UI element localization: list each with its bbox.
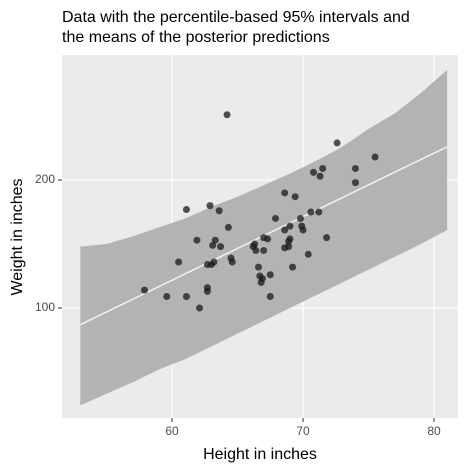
data-point — [258, 275, 266, 283]
data-point — [296, 214, 304, 222]
data-point — [264, 235, 272, 243]
data-point — [215, 207, 223, 215]
data-point — [266, 271, 274, 279]
data-point — [351, 179, 359, 187]
data-point — [285, 243, 293, 251]
x-tick-label: 70 — [296, 424, 310, 438]
data-point — [223, 111, 231, 119]
data-point — [182, 205, 190, 213]
data-point — [260, 246, 268, 254]
data-point — [217, 243, 225, 251]
y-tick-label: 100 — [35, 300, 55, 314]
data-point — [310, 168, 318, 176]
chart-title: Data with the percentile-based 95% inter… — [62, 9, 410, 26]
y-tick-label: 200 — [35, 172, 55, 186]
data-point — [206, 202, 214, 210]
data-point — [371, 153, 379, 161]
data-point — [299, 226, 307, 234]
data-point — [272, 214, 280, 222]
x-axis-label: Height in inches — [203, 446, 317, 463]
data-point — [286, 222, 294, 230]
data-point — [193, 236, 201, 244]
data-point — [323, 234, 331, 242]
data-point — [182, 293, 190, 301]
data-point — [210, 258, 218, 266]
data-point — [319, 165, 327, 173]
data-point — [252, 246, 260, 254]
data-point — [196, 304, 204, 312]
data-point — [254, 263, 262, 271]
data-point — [203, 284, 211, 292]
data-point — [224, 223, 232, 231]
x-tick-label: 60 — [165, 424, 179, 438]
data-point — [175, 258, 183, 266]
x-tick-label: 80 — [427, 424, 441, 438]
data-point — [281, 226, 289, 234]
data-point — [304, 250, 312, 258]
data-point — [285, 237, 293, 245]
data-point — [163, 293, 171, 301]
data-point — [351, 165, 359, 173]
data-point — [281, 189, 289, 197]
data-point — [266, 293, 274, 301]
y-axis-label: Weight in inches — [9, 178, 26, 295]
data-point — [315, 208, 323, 216]
watermark: CSDN @RookieTrevor — [362, 458, 473, 470]
data-point — [228, 258, 236, 266]
data-point — [291, 193, 299, 201]
data-point — [316, 172, 324, 180]
watermark: 知乎 @Rookie宇 — [375, 442, 456, 456]
data-point — [211, 236, 219, 244]
chart-title: the means of the posterior predictions — [62, 29, 330, 46]
data-point — [289, 263, 297, 271]
data-point — [307, 208, 315, 216]
data-point — [141, 286, 149, 294]
data-point — [333, 139, 341, 147]
data-point — [251, 240, 259, 248]
